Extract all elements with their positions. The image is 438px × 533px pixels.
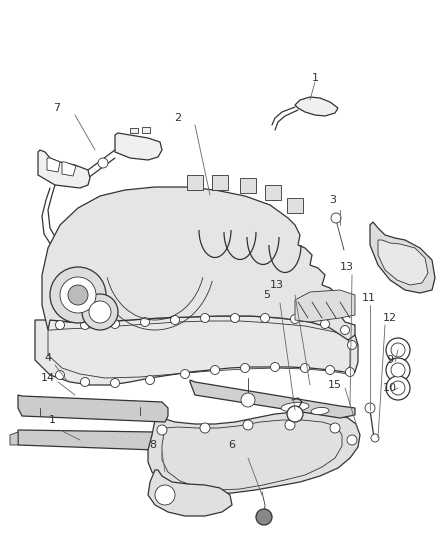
Polygon shape (378, 240, 428, 285)
Text: 4: 4 (44, 353, 52, 363)
Circle shape (330, 423, 340, 433)
Polygon shape (287, 198, 303, 213)
Text: 7: 7 (53, 103, 60, 113)
Text: 11: 11 (362, 293, 376, 303)
Polygon shape (148, 470, 232, 516)
Circle shape (110, 319, 120, 328)
Circle shape (290, 314, 300, 324)
Circle shape (386, 376, 410, 400)
Circle shape (155, 485, 175, 505)
Circle shape (347, 341, 357, 350)
Polygon shape (10, 432, 18, 445)
Circle shape (300, 364, 310, 373)
Text: 13: 13 (270, 280, 284, 290)
Polygon shape (142, 127, 150, 133)
Text: 3: 3 (329, 195, 336, 205)
Circle shape (82, 294, 118, 330)
Circle shape (347, 435, 357, 445)
Circle shape (60, 277, 96, 313)
Polygon shape (187, 175, 203, 190)
Polygon shape (370, 222, 435, 293)
Circle shape (340, 326, 350, 335)
Text: 5: 5 (264, 290, 271, 300)
Text: 10: 10 (383, 383, 397, 393)
Circle shape (386, 358, 410, 382)
Polygon shape (295, 290, 355, 322)
Ellipse shape (311, 407, 329, 415)
Polygon shape (18, 395, 168, 422)
Polygon shape (47, 158, 60, 172)
Circle shape (321, 319, 329, 328)
Circle shape (386, 338, 410, 362)
Circle shape (89, 301, 111, 323)
Circle shape (325, 366, 335, 375)
Text: 13: 13 (340, 262, 354, 272)
Circle shape (157, 425, 167, 435)
Circle shape (81, 320, 89, 329)
Circle shape (110, 378, 120, 387)
Circle shape (391, 343, 405, 357)
Circle shape (145, 376, 155, 384)
Text: 12: 12 (383, 313, 397, 323)
Ellipse shape (281, 402, 309, 411)
Circle shape (371, 434, 379, 442)
Polygon shape (148, 412, 360, 494)
Polygon shape (190, 380, 355, 418)
Polygon shape (240, 178, 256, 193)
Circle shape (81, 377, 89, 386)
Text: 15: 15 (328, 380, 342, 390)
Polygon shape (130, 128, 138, 133)
Polygon shape (115, 133, 162, 160)
Polygon shape (38, 150, 90, 188)
Polygon shape (265, 185, 281, 200)
Polygon shape (62, 162, 76, 176)
Text: 8: 8 (149, 440, 156, 450)
Circle shape (261, 313, 269, 322)
Circle shape (243, 420, 253, 430)
Polygon shape (42, 187, 355, 340)
Circle shape (241, 393, 255, 407)
Circle shape (331, 213, 341, 223)
Circle shape (230, 313, 240, 322)
Text: 2: 2 (174, 113, 182, 123)
Circle shape (56, 370, 64, 379)
Circle shape (141, 318, 149, 327)
Circle shape (50, 267, 106, 323)
Text: 1: 1 (49, 415, 56, 425)
Polygon shape (295, 97, 338, 116)
Circle shape (211, 366, 219, 375)
Circle shape (365, 403, 375, 413)
Circle shape (391, 363, 405, 377)
Polygon shape (35, 316, 358, 385)
Circle shape (240, 364, 250, 373)
Circle shape (98, 158, 108, 168)
Polygon shape (212, 175, 228, 190)
Text: 9: 9 (386, 355, 394, 365)
Circle shape (346, 367, 354, 376)
Polygon shape (18, 430, 160, 450)
Text: 6: 6 (229, 440, 236, 450)
Circle shape (271, 362, 279, 372)
Text: 1: 1 (311, 73, 318, 83)
Text: 14: 14 (41, 373, 55, 383)
Circle shape (391, 381, 405, 395)
Circle shape (180, 369, 190, 378)
Circle shape (256, 509, 272, 525)
Circle shape (68, 285, 88, 305)
Circle shape (56, 320, 64, 329)
Circle shape (201, 313, 209, 322)
Circle shape (170, 316, 180, 325)
Circle shape (285, 420, 295, 430)
Circle shape (287, 406, 303, 422)
Circle shape (200, 423, 210, 433)
